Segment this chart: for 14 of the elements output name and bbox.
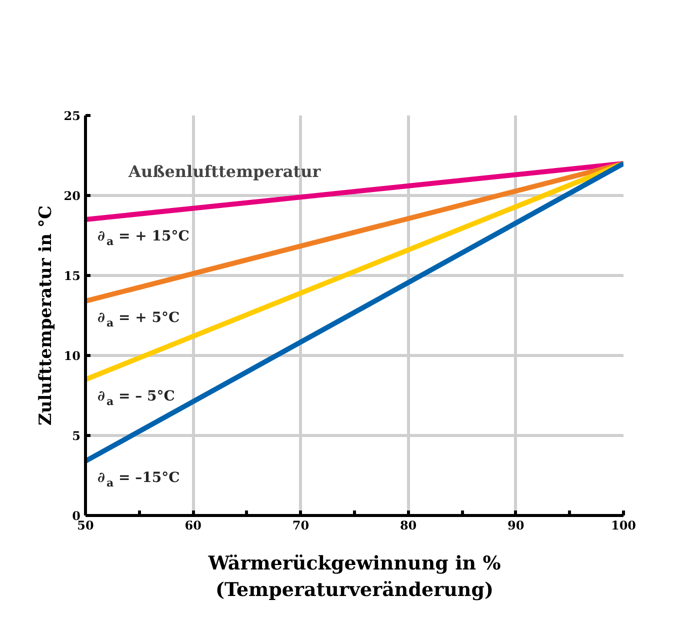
x-tick-label: 90 (508, 518, 524, 532)
x-axis-title: Wärmerückgewinnung in % (Temperaturveränderung) (207, 552, 501, 601)
annotation: Außenlufttemperatur (128, 162, 322, 181)
x-tick-label: 50 (77, 518, 94, 532)
y-tick-label: 20 (64, 189, 81, 203)
y-tick-label: 10 (64, 349, 81, 363)
x-tick-label: 100 (610, 518, 636, 532)
x-tick-label: 70 (292, 518, 310, 532)
x-tick-label: 60 (184, 518, 202, 532)
y-tick-label: 25 (64, 109, 81, 123)
x-tick-label: 80 (400, 518, 417, 532)
y-axis-title: Zulufttemperatur in °C (36, 206, 56, 426)
y-tick-label: 5 (72, 429, 81, 443)
y-tick-label: 15 (64, 269, 81, 283)
